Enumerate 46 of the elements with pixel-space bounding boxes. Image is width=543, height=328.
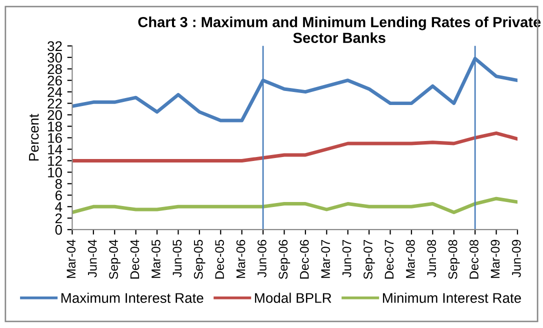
y-tick-label: 24 (48, 87, 62, 97)
x-tick-label: Jun-04 (88, 240, 97, 278)
x-tick-label: Dec-05 (215, 240, 224, 279)
y-tick-label: 6 (55, 190, 62, 200)
x-tick-label: Sep-04 (109, 240, 120, 280)
x-tick-label: Dec-04 (130, 240, 140, 279)
x-tick-label: Jun-05 (172, 240, 182, 278)
line-series (72, 196, 518, 214)
x-tick-label: Dec-06 (300, 240, 309, 279)
chart-title: Chart 3 : Maximum and Minimum Lending Rates of Private Sector Banks (138, 16, 541, 44)
x-tick-label: Mar-04 (66, 240, 76, 278)
x-tick-label: Jun-06 (258, 240, 266, 278)
y-tick-label: 30 (48, 52, 62, 63)
x-tick-label: Sep-07 (364, 240, 375, 280)
legend-label: Maximum Interest Rate (61, 292, 204, 303)
x-tick-label: Sep-08 (448, 240, 460, 280)
y-tick-label: 18 (48, 122, 62, 132)
y-tick-label: 32 (48, 41, 62, 52)
legend-label: Modal BPLR (255, 292, 332, 303)
y-tick-label: 14 (48, 144, 62, 154)
x-tick-label: Mar-07 (321, 240, 330, 278)
x-tick-label: Jun-07 (342, 240, 352, 278)
y-tick-label: 28 (48, 64, 62, 74)
x-tick-label: Sep-06 (278, 240, 290, 280)
y-tick-label: 22 (48, 98, 62, 108)
y-tick-label: 10 (48, 168, 62, 178)
y-tick-label: 26 (48, 76, 62, 86)
x-tick-label: Jun-09 (512, 240, 521, 278)
y-axis-title: Percent (29, 114, 39, 161)
line-series (72, 131, 518, 162)
x-tick-label: Dec-07 (384, 240, 394, 279)
x-tick-label: Mar-09 (490, 240, 500, 278)
y-tick-label: 8 (55, 179, 62, 189)
x-tick-label: Jun-08 (427, 240, 436, 278)
y-tick-label: 4 (55, 202, 62, 212)
y-tick-label: 20 (48, 110, 62, 120)
x-tick-label: Mar-05 (152, 240, 160, 278)
x-tick-label: Dec-08 (470, 240, 478, 279)
y-tick-label: 2 (55, 213, 62, 224)
y-tick-label: 0 (55, 224, 62, 235)
y-tick-label: 12 (48, 156, 62, 166)
y-tick-label: 16 (48, 133, 62, 143)
x-tick-label: Sep-05 (194, 240, 206, 280)
legend-label: Minimum Interest Rate (382, 292, 521, 303)
x-tick-label: Mar-08 (406, 240, 415, 278)
x-tick-label: Mar-06 (236, 240, 246, 278)
